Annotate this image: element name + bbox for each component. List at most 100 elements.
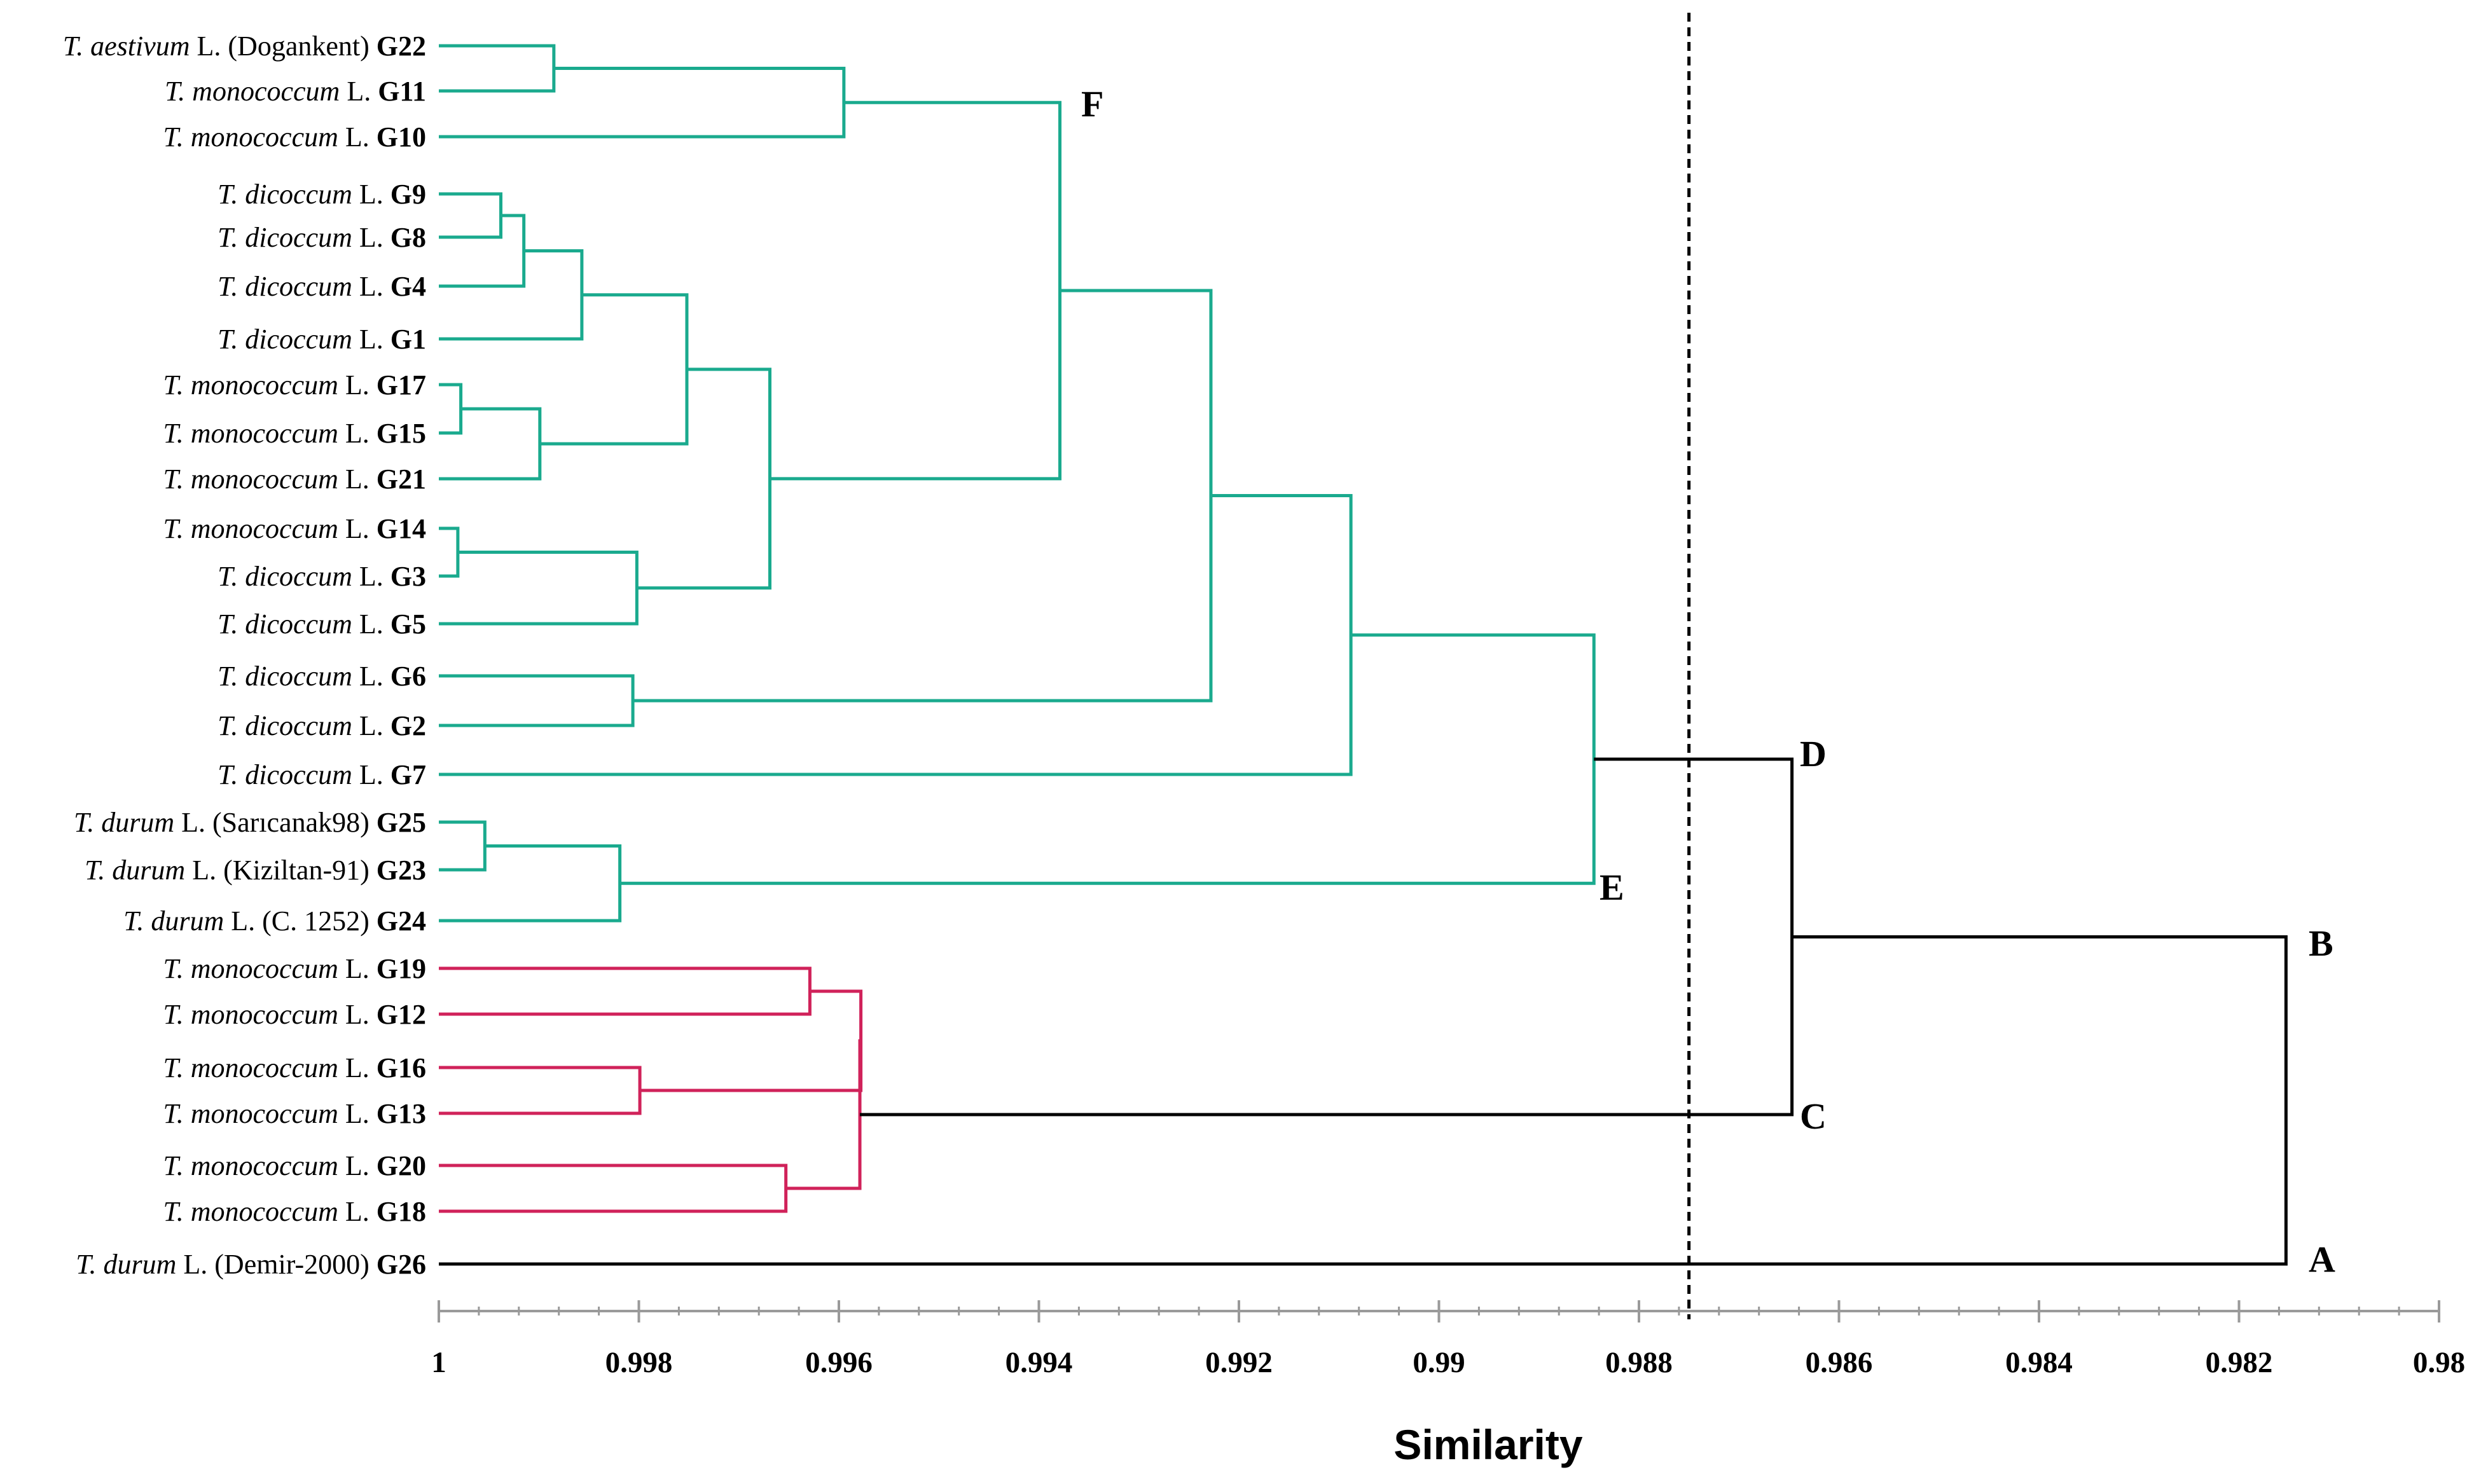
x-tick-label: 0.98 xyxy=(2413,1346,2465,1379)
leaf-species: T. monococcum xyxy=(163,369,338,401)
cluster-label-c: C xyxy=(1800,1096,1827,1137)
leaf-species: T. monococcum xyxy=(163,121,338,153)
leaf-code: G21 xyxy=(377,464,426,495)
leaf-label: T. monococcum L. G18 xyxy=(163,1196,426,1227)
leaf-label: T. dicoccum L. G2 xyxy=(218,710,426,741)
branch-n23 xyxy=(785,1039,862,1190)
branch-n21 xyxy=(640,989,863,1092)
leaf-author: L. xyxy=(338,464,377,495)
leaf-species: T. dicoccum xyxy=(218,271,352,302)
leaf-label: T. monococcum L. G17 xyxy=(163,369,426,401)
x-tick-label: 0.99 xyxy=(1413,1346,1465,1379)
leaf-author: L. (C. 1252) xyxy=(224,905,377,937)
leaf-species: T. dicoccum xyxy=(218,179,352,210)
leaf-author: L. (Sarıcanak98) xyxy=(174,807,377,838)
branch-n14 xyxy=(633,289,1213,703)
leaf-label: T. monococcum L. G12 xyxy=(163,999,426,1030)
branch-n25 xyxy=(439,935,2288,1266)
leaf-label: T. dicoccum L. G9 xyxy=(218,179,426,210)
leaf-author: L. xyxy=(338,121,377,153)
leaf-label: T. dicoccum L. G8 xyxy=(218,222,426,253)
leaf-author: L. (Demir-2000) xyxy=(176,1249,376,1280)
leaf-author: L. xyxy=(352,179,390,210)
leaf-code: G9 xyxy=(390,179,426,210)
leaf-species: T. monococcum xyxy=(163,999,338,1030)
leaf-label: T. monococcum L. G20 xyxy=(163,1150,426,1181)
x-tick-label: 1 xyxy=(431,1346,446,1379)
leaf-label: T. dicoccum L. G6 xyxy=(218,661,426,692)
branch-n7 xyxy=(439,407,542,481)
branch-n13 xyxy=(439,674,635,727)
leaf-author: L. xyxy=(338,1098,377,1129)
x-tick-label: 0.982 xyxy=(2206,1346,2273,1379)
leaf-label: T. monococcum L. G13 xyxy=(163,1098,426,1129)
leaf-labels: T. aestivum L. (Dogankent) G22 T. monococ… xyxy=(63,31,426,1280)
leaf-species: T. dicoccum xyxy=(218,222,352,253)
leaf-code: G19 xyxy=(377,953,426,984)
leaf-species: T. monococcum xyxy=(163,513,338,544)
leaf-code: G15 xyxy=(377,418,426,449)
branch-n18 xyxy=(619,633,1596,885)
leaf-species: T. monococcum xyxy=(163,1052,338,1083)
leaf-code: G8 xyxy=(390,222,426,253)
x-tick-label: 0.998 xyxy=(605,1346,673,1379)
leaf-author: L. xyxy=(338,1150,377,1181)
cluster-labels: F E D C B A xyxy=(1081,83,2335,1280)
leaf-label: T. monococcum L. G14 xyxy=(163,513,426,544)
leaf-label: T. monococcum L. G10 xyxy=(163,121,426,153)
leaf-code: G18 xyxy=(377,1196,426,1227)
leaf-code: G22 xyxy=(377,31,426,62)
leaf-species: T. dicoccum xyxy=(218,608,352,640)
branch-n4 xyxy=(439,214,526,288)
leaf-label: T. durum L. (Kiziltan-91) G23 xyxy=(85,855,426,886)
leaf-author: L. (Kiziltan-91) xyxy=(185,855,377,886)
leaf-author: L. xyxy=(352,324,390,355)
leaf-code: G5 xyxy=(390,608,426,640)
leaf-code: G1 xyxy=(390,324,426,355)
leaf-species: T. monococcum xyxy=(163,1196,338,1227)
leaf-species: T. durum xyxy=(85,855,185,886)
leaf-species: T. dicoccum xyxy=(218,561,352,592)
leaf-author: L. xyxy=(338,953,377,984)
leaf-species: T. monococcum xyxy=(163,1098,338,1129)
leaf-author: L. xyxy=(352,759,390,790)
leaf-species: T. dicoccum xyxy=(218,324,352,355)
leaf-species: T. monococcum xyxy=(163,464,338,495)
x-tick-label: 0.994 xyxy=(1005,1346,1073,1379)
leaf-author: L. xyxy=(338,1196,377,1227)
cluster-label-b: B xyxy=(2309,923,2333,964)
leaf-label: T. durum L. (Demir-2000) G26 xyxy=(76,1249,426,1280)
leaf-species: T. monococcum xyxy=(163,1150,338,1181)
leaf-author: L. xyxy=(338,369,377,401)
leaf-author: L. xyxy=(352,608,390,640)
x-axis-title: Similarity xyxy=(1393,1421,1582,1468)
branch-n22 xyxy=(439,1164,788,1213)
leaf-species: T. dicoccum xyxy=(218,759,352,790)
leaf-label: T. monococcum L. G15 xyxy=(163,418,426,449)
x-axis: 1 0.998 0.996 0.994 0.992 0.99 0.988 0.986 0.984… xyxy=(431,1300,2465,1379)
cluster-label-d: D xyxy=(1800,733,1827,774)
x-tick-label: 0.988 xyxy=(1605,1346,1673,1379)
branch-n16 xyxy=(439,820,487,872)
leaf-label: T. dicoccum L. G5 xyxy=(218,608,426,640)
branch-n8 xyxy=(539,293,689,446)
leaf-species: T. dicoccum xyxy=(218,661,352,692)
leaf-code: G7 xyxy=(390,759,426,790)
leaf-species: T. durum xyxy=(76,1249,176,1280)
branch-n9 xyxy=(439,526,460,578)
leaf-label: T. dicoccum L. G7 xyxy=(218,759,426,790)
branch-n11 xyxy=(637,368,771,590)
branch-n6 xyxy=(439,383,463,435)
leaf-species: T. durum xyxy=(123,905,224,937)
leaf-author: L. xyxy=(352,661,390,692)
leaf-code: G24 xyxy=(377,905,426,937)
leaf-label: T. monococcum L. G19 xyxy=(163,953,426,984)
leaf-species: T. dicoccum xyxy=(218,710,352,741)
branch-n17 xyxy=(439,844,622,923)
cluster-label-a: A xyxy=(2309,1239,2335,1280)
leaf-label: T. dicoccum L. G4 xyxy=(218,271,426,302)
leaf-code: G6 xyxy=(390,661,426,692)
leaf-code: G12 xyxy=(377,999,426,1030)
leaf-code: G17 xyxy=(377,369,426,401)
